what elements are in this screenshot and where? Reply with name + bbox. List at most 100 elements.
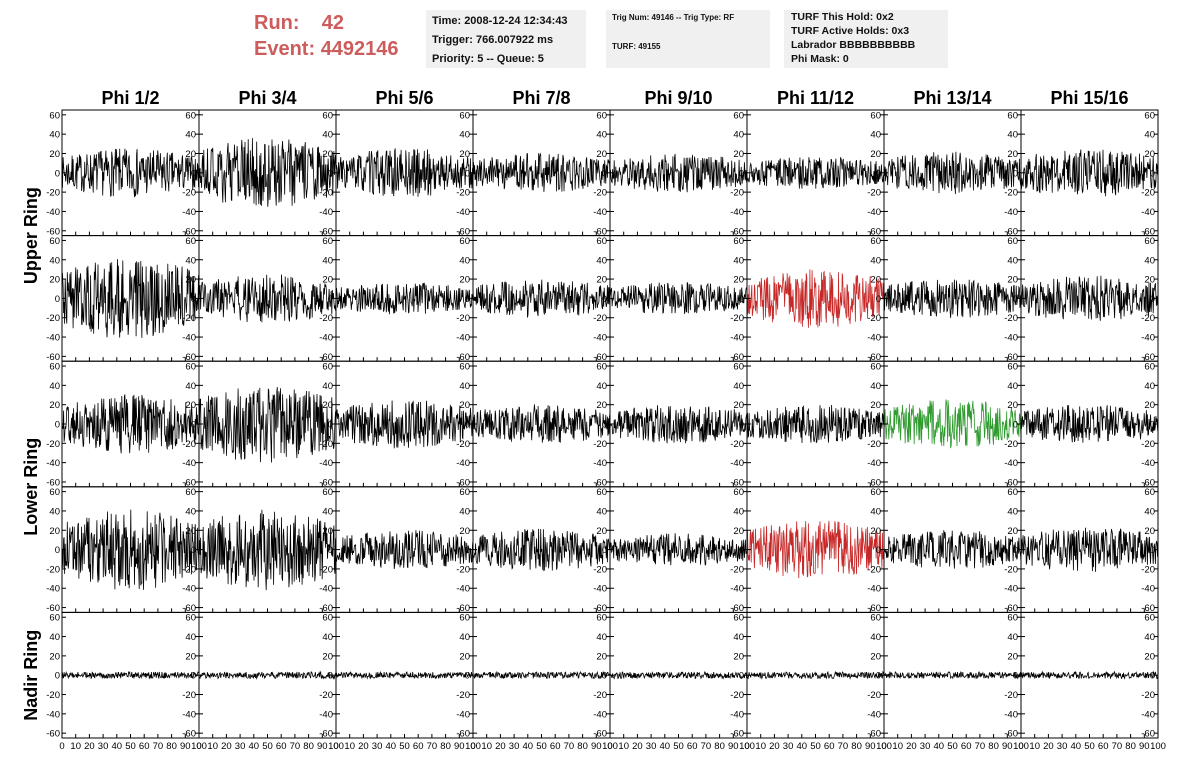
ytick-label-right: -40 bbox=[730, 333, 744, 344]
ytick-label-right: 40 bbox=[733, 381, 744, 392]
ytick-label-right: -60 bbox=[1004, 477, 1018, 488]
ytick-label-right: 20 bbox=[1144, 400, 1155, 411]
ytick-label-right: 60 bbox=[596, 362, 607, 373]
ytick-label-right: 60 bbox=[1007, 362, 1018, 373]
xtick-label: 90 bbox=[317, 741, 328, 752]
xtick-label: 70 bbox=[701, 741, 712, 752]
ytick-label-right: -40 bbox=[182, 207, 196, 218]
xtick-label: 100 bbox=[328, 741, 344, 752]
ytick-label-right: -60 bbox=[593, 603, 607, 614]
ytick-label-right: -40 bbox=[593, 709, 607, 720]
xtick-label: 60 bbox=[687, 741, 698, 752]
ytick-label: 20 bbox=[49, 400, 60, 411]
xtick-label: 20 bbox=[1043, 741, 1054, 752]
ytick-label-right: 60 bbox=[185, 362, 196, 373]
ytick-label-right: 20 bbox=[596, 149, 607, 160]
waveform-r2-c5 bbox=[609, 282, 748, 315]
ytick-label-right: -40 bbox=[730, 584, 744, 595]
ytick-label-right: -20 bbox=[593, 690, 607, 701]
ytick-label-right: 40 bbox=[322, 632, 333, 643]
ytick-label: -40 bbox=[46, 584, 60, 595]
ytick-label-right: 20 bbox=[322, 149, 333, 160]
ytick-label-right: 60 bbox=[322, 236, 333, 247]
ytick-label-right: 60 bbox=[1007, 110, 1018, 121]
xtick-label: 10 bbox=[618, 741, 629, 752]
ytick-label-right: 60 bbox=[870, 487, 881, 498]
waveform-r1-c5 bbox=[609, 153, 748, 193]
ytick-label-right: -60 bbox=[182, 352, 196, 363]
ytick-label-right: 20 bbox=[322, 526, 333, 537]
ytick-label-right: 0 bbox=[739, 545, 744, 556]
column-title-2: Phi 3/4 bbox=[238, 88, 296, 108]
waveform-r1-c4 bbox=[472, 152, 611, 193]
ytick-label-right: 60 bbox=[459, 362, 470, 373]
ytick-label-right: 20 bbox=[1007, 526, 1018, 537]
ytick-label-right: -40 bbox=[1141, 207, 1155, 218]
ytick-label-right: -20 bbox=[182, 313, 196, 324]
ytick-label-right: 40 bbox=[870, 130, 881, 141]
waveform-r1-c3 bbox=[335, 148, 474, 197]
ytick-label-right: 0 bbox=[1013, 671, 1018, 682]
xtick-label: 90 bbox=[454, 741, 465, 752]
ytick-label-right: -20 bbox=[182, 439, 196, 450]
ytick-label-right: -40 bbox=[867, 458, 881, 469]
ytick-label-right: 60 bbox=[1144, 613, 1155, 624]
ytick-label: 0 bbox=[55, 294, 60, 305]
ytick-label-right: 60 bbox=[322, 362, 333, 373]
ytick-label-right: 40 bbox=[459, 632, 470, 643]
ytick-label-right: 40 bbox=[185, 130, 196, 141]
waveform-r1-c7 bbox=[883, 151, 1022, 195]
ytick-label: -40 bbox=[46, 207, 60, 218]
xtick-label: 60 bbox=[276, 741, 287, 752]
column-title-5: Phi 9/10 bbox=[644, 88, 712, 108]
ytick-label-right: -40 bbox=[182, 458, 196, 469]
ytick-label-right: -60 bbox=[1141, 729, 1155, 740]
ytick-label: 60 bbox=[49, 613, 60, 624]
ytick-label-right: 0 bbox=[602, 294, 607, 305]
ytick-label-right: -40 bbox=[319, 584, 333, 595]
ytick-label-right: 20 bbox=[1144, 651, 1155, 662]
xtick-label: 30 bbox=[646, 741, 657, 752]
ytick-label-right: -60 bbox=[319, 352, 333, 363]
ytick-label-right: 0 bbox=[876, 545, 881, 556]
waveform-r3-c8 bbox=[1020, 405, 1159, 443]
xtick-label: 60 bbox=[413, 741, 424, 752]
ytick-label-right: -60 bbox=[730, 729, 744, 740]
ytick-label: -20 bbox=[46, 690, 60, 701]
ytick-label-right: -40 bbox=[593, 458, 607, 469]
ytick-label-right: -60 bbox=[456, 226, 470, 237]
ytick-label-right: 0 bbox=[1150, 168, 1155, 179]
ytick-label-right: 40 bbox=[185, 632, 196, 643]
xtick-label: 40 bbox=[523, 741, 534, 752]
ytick-label-right: 60 bbox=[459, 613, 470, 624]
xtick-label: 0 bbox=[1018, 741, 1023, 752]
ytick-label-right: 0 bbox=[739, 671, 744, 682]
time-text: Time: 2008-12-24 12:34:43 bbox=[432, 15, 568, 27]
event-row: Event: 4492146 bbox=[254, 36, 399, 62]
ytick-label-right: -20 bbox=[867, 313, 881, 324]
waveform-r2-c1 bbox=[61, 259, 200, 338]
xtick-label: 80 bbox=[303, 741, 314, 752]
ytick-label-right: 40 bbox=[459, 506, 470, 517]
xtick-label: 20 bbox=[906, 741, 917, 752]
ytick-label-right: -40 bbox=[593, 207, 607, 218]
priority-text: Priority: 5 -- Queue: 5 bbox=[432, 53, 544, 65]
xtick-label: 50 bbox=[947, 741, 958, 752]
ytick-label: 0 bbox=[55, 420, 60, 431]
xtick-label: 20 bbox=[84, 741, 95, 752]
ytick-label-right: -40 bbox=[730, 458, 744, 469]
xtick-label: 10 bbox=[892, 741, 903, 752]
xtick-label: 40 bbox=[249, 741, 260, 752]
xtick-label: 40 bbox=[934, 741, 945, 752]
ytick-label-right: 0 bbox=[1150, 420, 1155, 431]
ytick-label-right: -40 bbox=[319, 709, 333, 720]
waveform-r1-c2 bbox=[198, 138, 337, 207]
ytick-label-right: 40 bbox=[1144, 130, 1155, 141]
ytick-label-right: -40 bbox=[593, 333, 607, 344]
column-title-7: Phi 13/14 bbox=[913, 88, 991, 108]
ytick-label-right: 40 bbox=[1144, 632, 1155, 643]
ytick-label-right: -40 bbox=[1004, 207, 1018, 218]
ytick-label-right: 0 bbox=[191, 671, 196, 682]
ytick-label: -20 bbox=[46, 564, 60, 575]
ytick-label-right: -60 bbox=[867, 729, 881, 740]
